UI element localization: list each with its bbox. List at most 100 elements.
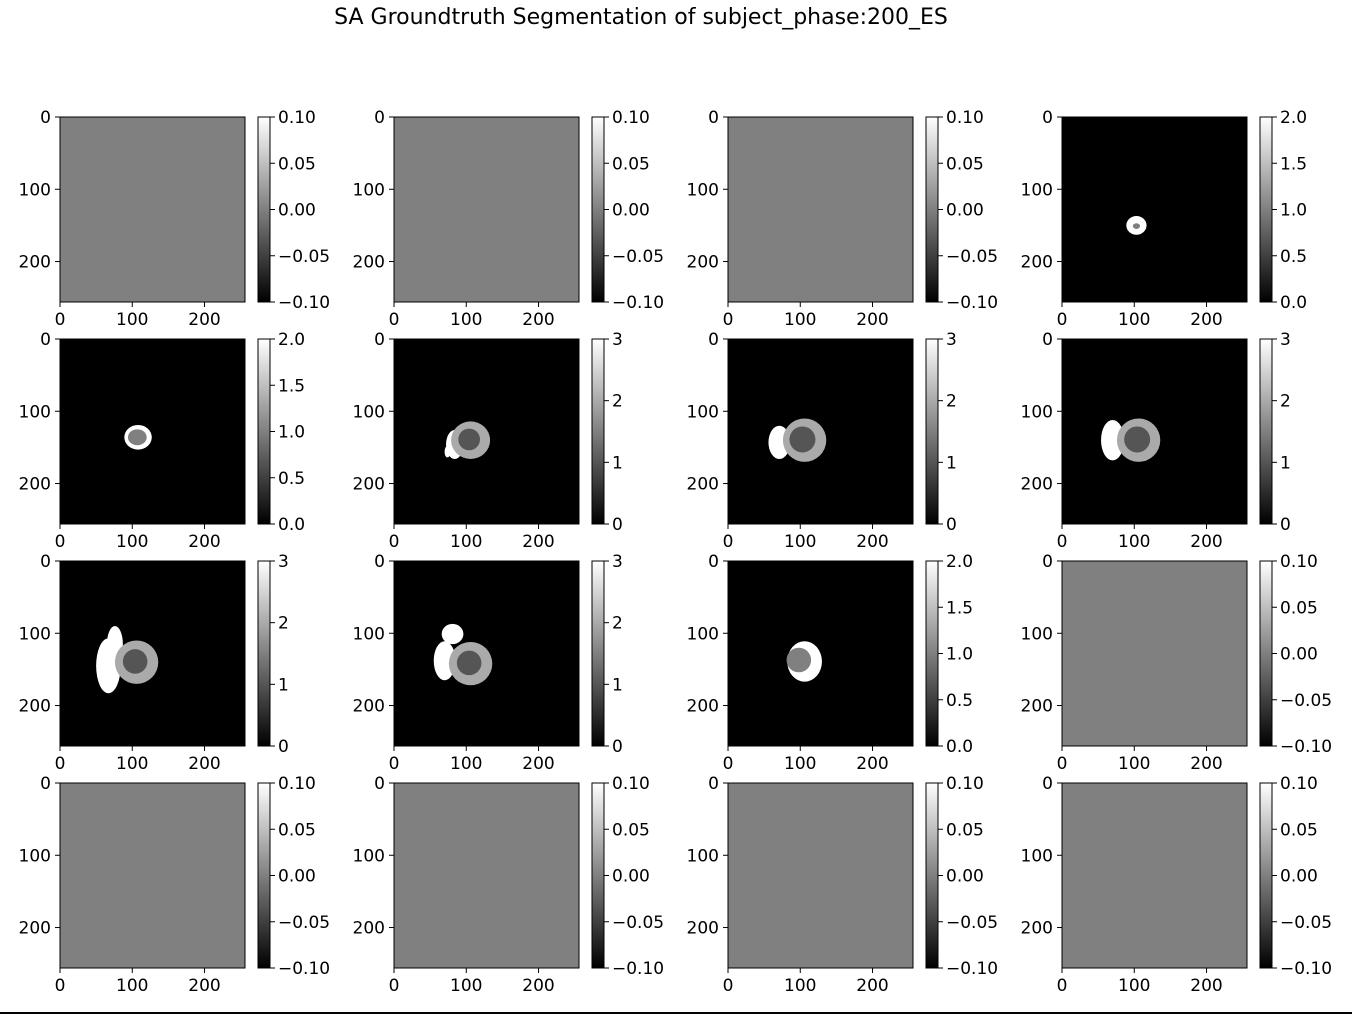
colorbar-tick-label: 1.5 <box>946 598 973 618</box>
x-tick-label: 0 <box>389 976 400 996</box>
x-tick-label: 0 <box>1057 754 1068 774</box>
colorbar-tick-label: 1.5 <box>278 376 305 396</box>
x-tick-label: 200 <box>856 310 888 330</box>
axes-frame <box>727 782 914 969</box>
segmentation-regions <box>96 626 159 694</box>
colorbar <box>925 338 939 525</box>
slice-background <box>1062 783 1247 968</box>
figure-title: SA Groundtruth Segmentation of subject_p… <box>334 5 948 30</box>
colorbar-tick-label: 0 <box>612 515 623 535</box>
colorbar-tick-label: 0.0 <box>1280 293 1307 313</box>
y-tick-label: 0 <box>40 330 51 350</box>
colorbar-tick-label: −0.10 <box>278 959 330 979</box>
x-tick-label: 0 <box>723 532 734 552</box>
y-tick-label: 200 <box>687 919 719 939</box>
x-tick-label: 200 <box>1190 310 1222 330</box>
slice-background <box>1062 561 1247 746</box>
colorbar <box>257 338 271 525</box>
label-region-1 <box>1124 426 1151 453</box>
axes-frame <box>727 116 914 303</box>
x-tick-label: 100 <box>450 976 482 996</box>
x-tick-label: 200 <box>522 754 554 774</box>
colorbar-tick-label: 0.10 <box>612 108 650 128</box>
subplot-8: 0 100 200 0 100 200 3 2 1 0 <box>1021 330 1291 552</box>
axes-frame <box>59 116 246 303</box>
y-tick-label: 200 <box>1021 697 1053 717</box>
axes-frame <box>1061 338 1248 525</box>
y-tick-label: 200 <box>1021 253 1053 273</box>
label-region-1 <box>1132 223 1141 230</box>
x-tick-label: 100 <box>784 310 816 330</box>
colorbar-tick-label: 0 <box>612 737 623 757</box>
colorbar-tick-label: 0.10 <box>1280 552 1318 572</box>
colorbar-tick-label: 0.00 <box>612 867 650 887</box>
colorbar-tick-label: 0.5 <box>278 469 305 489</box>
colorbar-tick-label: −0.10 <box>612 959 664 979</box>
x-tick-label: 200 <box>1190 754 1222 774</box>
label-region-1 <box>456 650 482 676</box>
slice-background <box>60 783 245 968</box>
y-tick-label: 100 <box>353 624 385 644</box>
colorbar-tick-label: 1.0 <box>946 645 973 665</box>
colorbar-tick-label: −0.05 <box>946 247 998 267</box>
subplot-6: 0 100 200 0 100 200 3 2 1 0 <box>353 330 623 552</box>
colorbar-tick-label: 1.0 <box>278 423 305 443</box>
y-tick-label: 0 <box>708 108 719 128</box>
y-tick-label: 100 <box>1021 846 1053 866</box>
colorbar-tick-label: −0.05 <box>612 913 664 933</box>
x-tick-label: 100 <box>1118 754 1150 774</box>
colorbar-tick-label: 2.0 <box>278 330 305 350</box>
colorbar-tick-label: −0.05 <box>612 247 664 267</box>
label-region-1 <box>127 429 147 446</box>
colorbar-tick-label: 0.05 <box>1280 820 1318 840</box>
x-tick-label: 0 <box>723 976 734 996</box>
x-tick-label: 200 <box>856 532 888 552</box>
y-tick-label: 100 <box>353 846 385 866</box>
x-tick-label: 100 <box>450 532 482 552</box>
x-tick-label: 100 <box>784 754 816 774</box>
colorbar-tick-label: −0.10 <box>278 293 330 313</box>
y-tick-label: 200 <box>687 475 719 495</box>
colorbar <box>591 116 605 303</box>
y-tick-label: 0 <box>374 108 385 128</box>
colorbar-tick-label: 0 <box>1280 515 1291 535</box>
colorbar-tick-label: 1 <box>1280 453 1291 473</box>
subplot-12: 0 100 200 0 100 200 0.10 0.05 0.00 −0.05 −0.10 <box>1021 552 1333 774</box>
colorbar-tick-label: 0.00 <box>946 201 984 221</box>
colorbar-tick-label: 0.05 <box>946 820 984 840</box>
segmentation-regions <box>433 623 493 686</box>
y-tick-label: 200 <box>1021 475 1053 495</box>
colorbar-tick-label: −0.05 <box>946 913 998 933</box>
x-tick-label: 200 <box>1190 976 1222 996</box>
x-tick-label: 0 <box>723 754 734 774</box>
colorbar <box>591 338 605 525</box>
axes-frame <box>393 116 580 303</box>
colorbar-tick-label: −0.05 <box>1280 691 1332 711</box>
y-tick-label: 0 <box>374 774 385 794</box>
slice-background <box>394 117 579 302</box>
colorbar <box>257 782 271 969</box>
axes-frame <box>393 560 580 747</box>
y-tick-label: 100 <box>1021 402 1053 422</box>
y-tick-label: 100 <box>687 180 719 200</box>
label-region-3 <box>441 623 464 645</box>
colorbar-tick-label: 2 <box>612 392 623 412</box>
colorbar <box>591 560 605 747</box>
x-tick-label: 200 <box>856 754 888 774</box>
colorbar-tick-label: 0.00 <box>946 867 984 887</box>
slice-background <box>60 117 245 302</box>
axes-frame <box>59 560 246 747</box>
colorbar-tick-label: 0.5 <box>1280 247 1307 267</box>
y-tick-label: 100 <box>353 402 385 422</box>
colorbar-tick-label: 0.05 <box>1280 598 1318 618</box>
y-tick-label: 0 <box>708 774 719 794</box>
segmentation-regions <box>1101 418 1161 462</box>
axes-frame <box>1061 782 1248 969</box>
slice-background <box>728 783 913 968</box>
colorbar-tick-label: 3 <box>278 552 289 572</box>
y-tick-label: 100 <box>687 402 719 422</box>
colorbar-tick-label: 0.05 <box>278 154 316 174</box>
x-tick-label: 200 <box>522 976 554 996</box>
y-tick-label: 0 <box>40 108 51 128</box>
axes-frame <box>393 782 580 969</box>
